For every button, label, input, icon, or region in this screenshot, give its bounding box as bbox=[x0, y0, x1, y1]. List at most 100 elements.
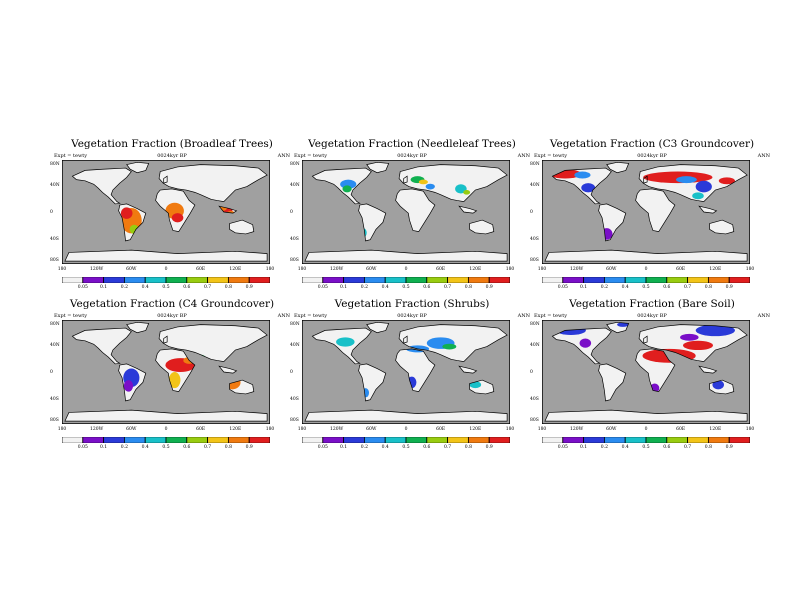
experiment-label: Expt = tewty bbox=[54, 153, 88, 159]
colorbar-swatch bbox=[562, 277, 585, 283]
coastline bbox=[635, 188, 676, 233]
longitude-label: 120E bbox=[469, 427, 482, 432]
world-map bbox=[302, 320, 510, 424]
coastline bbox=[606, 321, 630, 334]
vegetation-patch bbox=[168, 372, 181, 389]
coastline bbox=[709, 219, 735, 235]
coastline bbox=[304, 249, 508, 262]
colorbar-swatch bbox=[384, 277, 407, 283]
colorbar-swatch bbox=[363, 277, 386, 283]
land-mass bbox=[64, 250, 268, 262]
vegetation-patch bbox=[418, 179, 428, 185]
colorbar-label: 0.5 bbox=[642, 285, 650, 290]
coastline bbox=[155, 188, 196, 233]
latitude-label: 80N bbox=[50, 162, 60, 167]
map-frame bbox=[62, 320, 270, 424]
colorbar-label: 0.8 bbox=[704, 445, 712, 450]
colorbar-label: 0.05 bbox=[77, 285, 88, 290]
colorbar-label: 0.5 bbox=[162, 285, 170, 290]
colorbar-swatch bbox=[123, 277, 146, 283]
colorbar-label: 0.1 bbox=[100, 285, 108, 290]
coastline bbox=[643, 175, 648, 184]
colorbar-swatch bbox=[62, 277, 84, 283]
coastline bbox=[126, 321, 150, 334]
colorbar-label: 0.05 bbox=[317, 285, 328, 290]
time-subtitle: 0024kyr BP bbox=[157, 153, 187, 159]
colorbar-label: 0.05 bbox=[557, 285, 568, 290]
colorbar-swatch bbox=[624, 277, 647, 283]
latitude-label: 40N bbox=[50, 343, 60, 348]
coastline bbox=[458, 365, 478, 374]
longitude-label: 120W bbox=[570, 427, 584, 432]
coastline bbox=[598, 363, 627, 402]
coastline bbox=[606, 161, 630, 174]
coastline bbox=[395, 348, 436, 393]
colorbar-swatch bbox=[687, 437, 709, 443]
longitude-label: 120E bbox=[469, 267, 482, 272]
latitude-label: 80S bbox=[530, 258, 539, 263]
coastline bbox=[163, 175, 168, 184]
colorbar-label: 0.9 bbox=[725, 445, 733, 450]
latitude-label: 80N bbox=[530, 162, 540, 167]
colorbar-swatch bbox=[144, 277, 167, 283]
latitude-label: 40N bbox=[530, 183, 540, 188]
land-mass bbox=[163, 336, 168, 344]
longitude-label: 180 bbox=[537, 427, 547, 432]
coastline bbox=[118, 203, 147, 242]
colorbar-swatch bbox=[343, 437, 365, 443]
colorbar-swatch bbox=[62, 437, 84, 443]
vegetation-patch bbox=[692, 192, 704, 200]
vegetation-patch bbox=[463, 190, 471, 195]
coastline bbox=[163, 335, 168, 344]
world-map bbox=[542, 320, 750, 424]
longitude-label: 120W bbox=[570, 267, 584, 272]
colorbar-swatch bbox=[165, 437, 188, 443]
coastline bbox=[229, 219, 255, 235]
longitude-label: 180 bbox=[505, 427, 515, 432]
panel-title: Vegetation Fraction (Shrubs) bbox=[334, 298, 490, 310]
longitude-label: 0 bbox=[644, 427, 648, 432]
colorbar-label: 0.5 bbox=[162, 445, 170, 450]
colorbar-swatch bbox=[542, 277, 564, 283]
longitude-label: 180 bbox=[297, 267, 307, 272]
colorbar-label: 0.1 bbox=[100, 445, 108, 450]
coastline bbox=[64, 409, 268, 422]
experiment-label: Expt = tewty bbox=[534, 153, 568, 159]
panel-c4: Vegetation Fraction (C4 Groundcover) Expt… bbox=[50, 298, 292, 473]
coastline bbox=[126, 161, 150, 174]
latitude-label: 0 bbox=[50, 370, 53, 375]
vegetation-patch bbox=[680, 333, 699, 341]
colorbar-label: 0.2 bbox=[120, 285, 128, 290]
land-mass bbox=[64, 410, 268, 422]
colorbar-label: 0.4 bbox=[381, 445, 389, 450]
vegetation-patch bbox=[712, 380, 724, 390]
colorbar-swatch bbox=[322, 277, 345, 283]
colorbar-label: 0.2 bbox=[600, 285, 608, 290]
colorbar-swatch bbox=[687, 277, 709, 283]
colorbar-swatch bbox=[363, 437, 386, 443]
coastline bbox=[403, 175, 408, 184]
colorbar-swatch bbox=[624, 437, 647, 443]
colorbar-label: 0.4 bbox=[621, 285, 629, 290]
colorbar-swatch bbox=[302, 277, 324, 283]
coastline bbox=[403, 335, 408, 344]
colorbar-swatch bbox=[103, 437, 125, 443]
colorbar-label: 0.8 bbox=[224, 285, 232, 290]
colorbar-swatch bbox=[707, 437, 730, 443]
map-frame bbox=[542, 320, 750, 424]
vegetation-patch bbox=[718, 177, 735, 185]
season-label: ANN bbox=[757, 313, 770, 319]
latitude-label: 40S bbox=[290, 397, 299, 402]
colorbar-swatch bbox=[728, 437, 750, 443]
map-frame bbox=[542, 160, 750, 264]
land-mass bbox=[72, 168, 132, 204]
coastline bbox=[551, 327, 612, 365]
colorbar-swatch bbox=[666, 277, 689, 283]
longitude-label: 120E bbox=[229, 427, 242, 432]
coastline bbox=[643, 335, 648, 344]
colorbar-swatch bbox=[343, 277, 365, 283]
coastline bbox=[544, 409, 748, 422]
colorbar-swatch bbox=[603, 437, 626, 443]
vegetation-patch bbox=[342, 185, 352, 193]
colorbar-swatch bbox=[405, 437, 428, 443]
